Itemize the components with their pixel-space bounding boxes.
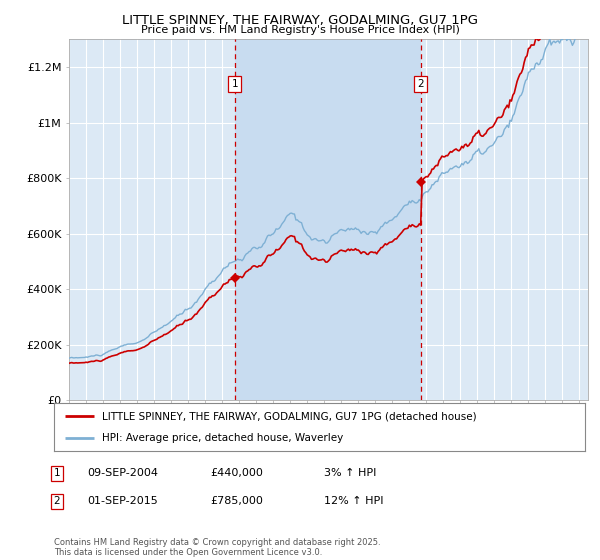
Text: LITTLE SPINNEY, THE FAIRWAY, GODALMING, GU7 1PG: LITTLE SPINNEY, THE FAIRWAY, GODALMING, … xyxy=(122,14,478,27)
Text: 09-SEP-2004: 09-SEP-2004 xyxy=(87,468,158,478)
Text: HPI: Average price, detached house, Waverley: HPI: Average price, detached house, Wave… xyxy=(102,433,343,443)
Text: LITTLE SPINNEY, THE FAIRWAY, GODALMING, GU7 1PG (detached house): LITTLE SPINNEY, THE FAIRWAY, GODALMING, … xyxy=(102,411,476,421)
Text: £785,000: £785,000 xyxy=(210,496,263,506)
Bar xyxy=(235,39,421,400)
Text: 12% ↑ HPI: 12% ↑ HPI xyxy=(324,496,383,506)
Text: Price paid vs. HM Land Registry's House Price Index (HPI): Price paid vs. HM Land Registry's House … xyxy=(140,25,460,35)
Text: £440,000: £440,000 xyxy=(210,468,263,478)
Text: 1: 1 xyxy=(53,468,61,478)
Text: 1: 1 xyxy=(232,80,238,90)
Text: 3% ↑ HPI: 3% ↑ HPI xyxy=(324,468,376,478)
Text: 2: 2 xyxy=(53,496,61,506)
Text: 2: 2 xyxy=(418,80,424,90)
Text: 01-SEP-2015: 01-SEP-2015 xyxy=(87,496,158,506)
Text: Contains HM Land Registry data © Crown copyright and database right 2025.
This d: Contains HM Land Registry data © Crown c… xyxy=(54,538,380,557)
